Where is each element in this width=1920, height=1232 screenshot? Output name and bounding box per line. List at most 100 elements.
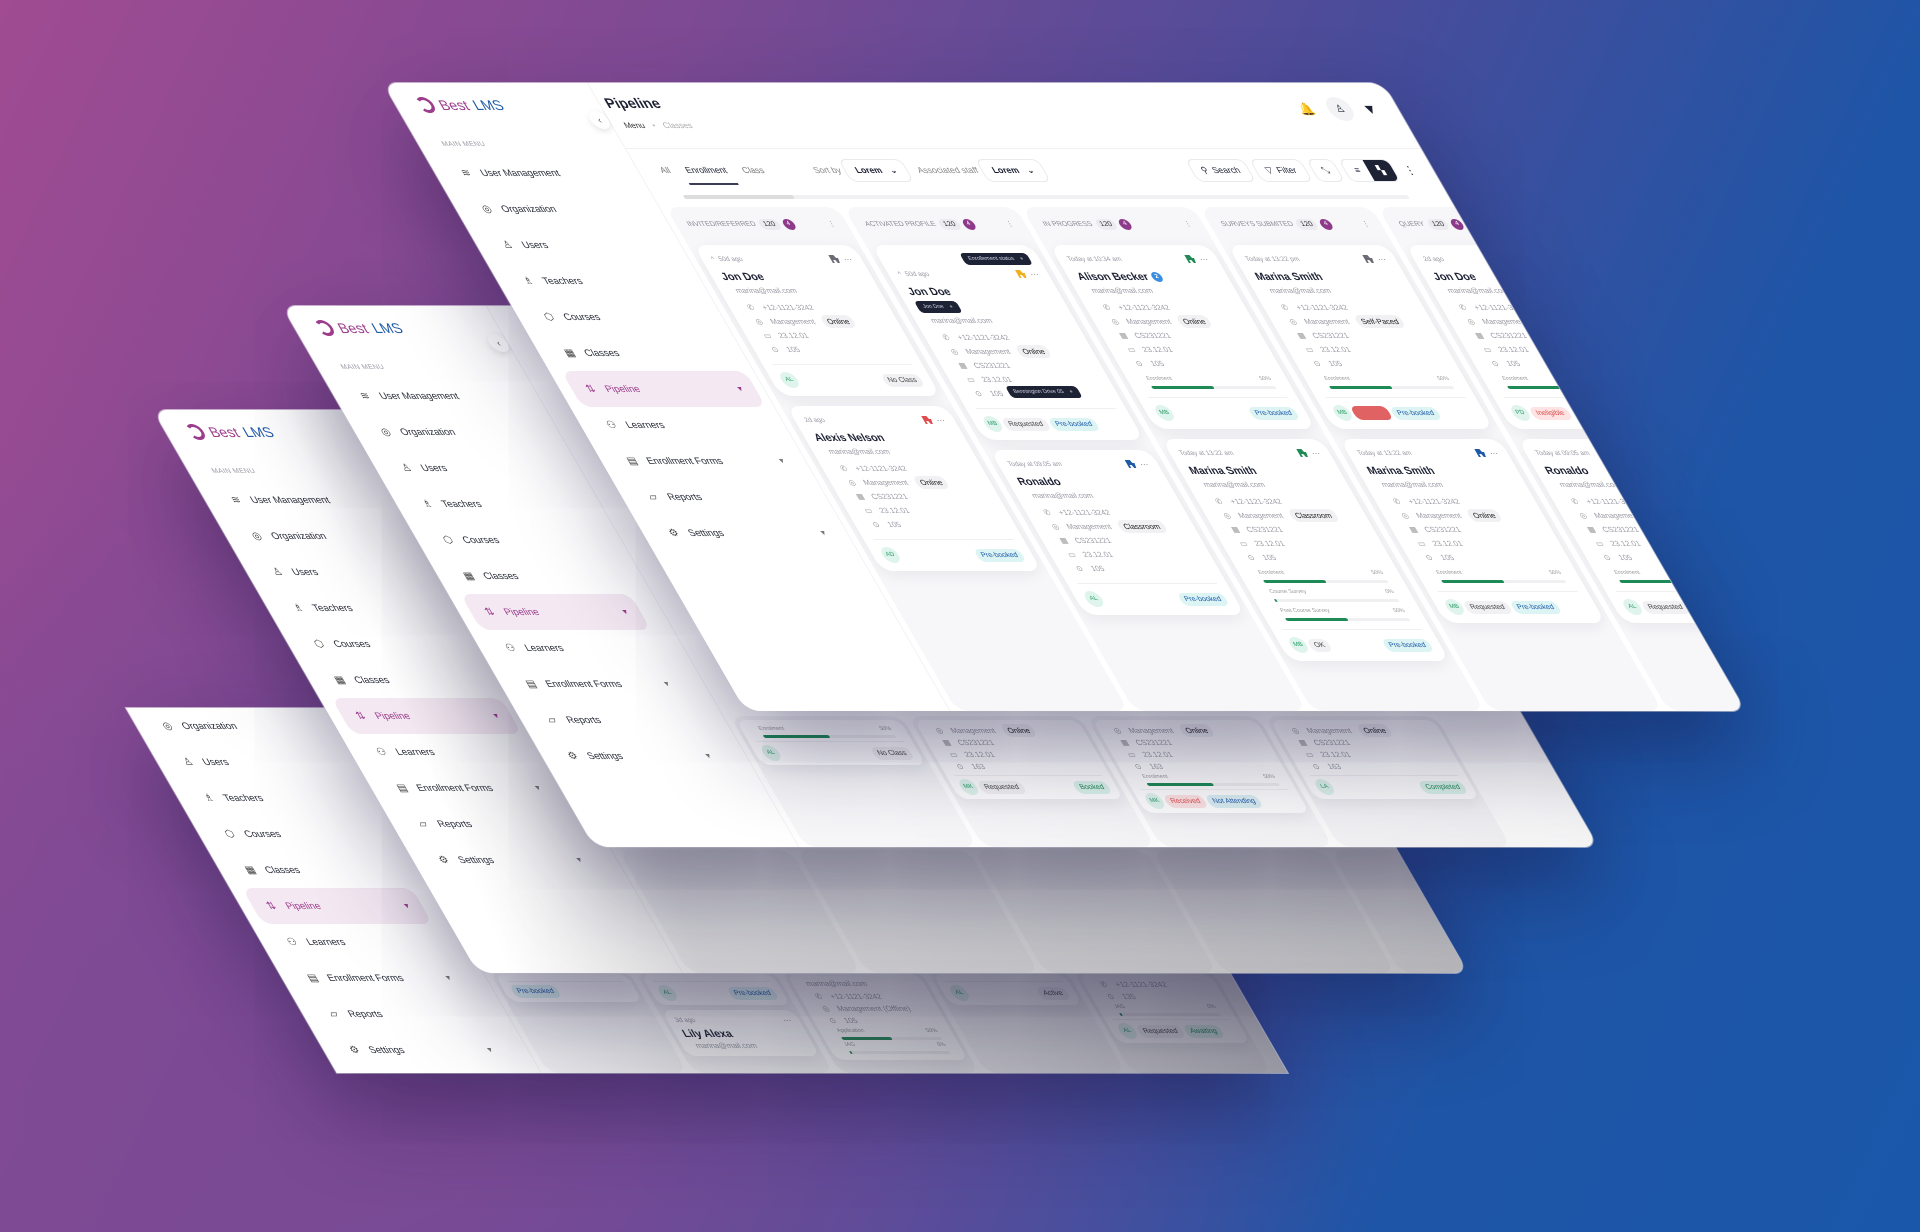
pipeline-card[interactable]: Today at 13:22 pm ⋯ Marina Smith marina@mai… [1227, 245, 1494, 429]
user-avatar-button[interactable]: ♙ [1321, 97, 1359, 121]
card-name[interactable]: Lily Alexa [680, 1028, 803, 1040]
pipeline-card[interactable]: Today at 13:22 am ⋯ Marina Smith marina@mai… [1339, 439, 1606, 623]
card-name[interactable]: Marina Smith [1187, 465, 1334, 477]
card-name[interactable]: Marina Smith [1365, 465, 1512, 477]
filter-button[interactable]: ▽ Filter [1248, 158, 1313, 182]
sidebar-item-enrollment-forms[interactable]: ▤ Enrollment Forms ▼ [373, 770, 564, 806]
sort-by-select[interactable]: Lorem ⌄ [837, 158, 915, 182]
chevron-down-icon[interactable]: ▾ [1361, 101, 1380, 118]
card-name[interactable]: Marina Smith [1253, 271, 1400, 283]
assignee-avatar[interactable]: PD [1507, 405, 1534, 421]
more-options-icon[interactable]: ⋯ [1375, 254, 1389, 264]
sidebar-item-learners[interactable]: ⚇ Learners [481, 630, 672, 666]
status-tag[interactable]: No Class [868, 746, 915, 760]
sidebar-item-pipeline[interactable]: ⇅ Pipeline ▼ [561, 371, 767, 407]
sidebar-item-users[interactable]: ♙ Users [377, 450, 568, 486]
pipeline-card[interactable]: ^ 50d ago ⋯ Jon Doe marina@mail.com ✆ +12-1121… [693, 245, 941, 396]
tab-class[interactable]: Class [739, 165, 767, 175]
sidebar-item-organization[interactable]: ◎ Organization [457, 191, 662, 227]
sidebar-item-enrollment-forms[interactable]: ▤ Enrollment Forms ▼ [603, 443, 808, 479]
status-tag[interactable]: Pre-booked [725, 986, 780, 1000]
assignee-avatar[interactable]: MK [956, 779, 982, 795]
status-tag[interactable]: Ineligible [1527, 406, 1573, 420]
assignee-avatar[interactable]: MK [1142, 793, 1168, 809]
flag-icon[interactable] [1183, 254, 1199, 264]
status-tag[interactable]: No Class [879, 373, 926, 387]
pipeline-card[interactable]: Today at 09:05 am ⋯ Ronaldo marina@mail.com… [989, 450, 1246, 615]
assignee-avatar[interactable]: AL [776, 372, 803, 388]
status-tag[interactable]: Pre-booked [1175, 592, 1230, 606]
sidebar-item-reports[interactable]: ▱ Reports [523, 702, 714, 738]
sidebar-item-reports[interactable]: ▱ Reports [624, 479, 829, 515]
card-name[interactable]: Ronaldo [1015, 476, 1162, 488]
sidebar-item-reports[interactable]: ▱ Reports [304, 996, 495, 1032]
assignee-avatar[interactable]: AL [758, 745, 784, 761]
status-tag[interactable]: Pre-booked [1380, 638, 1435, 652]
status-tag[interactable]: Completed [1417, 780, 1469, 794]
status-tag[interactable]: Requested [975, 780, 1028, 794]
sidebar-item-users[interactable]: ♙ Users [248, 554, 439, 590]
logo[interactable]: Best LMS [413, 97, 507, 113]
status-tag[interactable]: Requested [1000, 417, 1052, 431]
sidebar-item-teachers[interactable]: ♗ Teachers [499, 263, 704, 299]
sidebar-item-learners[interactable]: ⚇ Learners [263, 924, 454, 960]
more-options-icon[interactable]: ⋯ [1665, 448, 1679, 458]
sidebar-item-courses[interactable]: ⬡ Courses [290, 626, 481, 662]
sidebar-item-reports[interactable]: ▱ Reports [394, 806, 585, 842]
status-tag[interactable]: Awaiting [1181, 1024, 1226, 1038]
tab-all[interactable]: All [657, 165, 673, 175]
sidebar-item-enrollment-forms[interactable]: ▤ Enrollment Forms ▼ [502, 666, 693, 702]
assignee-avatar[interactable]: LA [1312, 779, 1338, 795]
status-tag[interactable]: Pre-booked [1246, 406, 1301, 420]
column-menu-icon[interactable]: ⋮ [1360, 221, 1372, 228]
sidebar-item-settings[interactable]: ⚙ Settings ▼ [325, 1032, 516, 1068]
assignee-avatar[interactable]: AL [1081, 591, 1107, 607]
card-name[interactable]: Jon Doe [905, 286, 1052, 298]
sidebar-item-courses[interactable]: ⬡ Courses [200, 816, 391, 852]
card-name[interactable]: Ronaldo [1543, 465, 1690, 477]
sidebar-item-teachers[interactable]: ♗ Teachers [180, 780, 371, 816]
sidebar-item-users[interactable]: ♙ Users [159, 744, 350, 780]
collapse-caret-icon[interactable]: ^ [709, 255, 717, 263]
status-tag[interactable]: Pre-booked [1508, 600, 1563, 614]
more-options-icon[interactable]: ⋯ [1027, 269, 1041, 279]
sidebar-item-pipeline[interactable]: ⇅ Pipeline ▼ [460, 594, 652, 630]
assignee-avatar[interactable]: AD [877, 547, 904, 563]
pipeline-card[interactable]: AL Pre-booked [640, 974, 791, 1005]
assignee-avatar[interactable]: AL [654, 985, 681, 1001]
flag-icon[interactable] [920, 415, 936, 425]
sidebar-item-classes[interactable]: ▦ Classes [221, 852, 412, 888]
tab-enrollment[interactable]: Enrollment [679, 159, 732, 181]
status-tag[interactable]: OK [1305, 638, 1334, 652]
status-tag[interactable] [1349, 406, 1394, 420]
bell-icon[interactable]: 🔔 [1294, 102, 1319, 116]
assignee-avatar[interactable]: MB [980, 416, 1006, 432]
column-menu-icon[interactable]: ⋮ [1004, 221, 1016, 228]
card-name[interactable]: Jon Doe [1431, 271, 1578, 283]
status-tag[interactable]: Booked [1071, 780, 1113, 794]
more-options-icon[interactable]: ⋯ [1553, 254, 1567, 264]
pipeline-card[interactable]: 3d ago ⋯ Lily Alexa marina@mail.com [661, 1010, 820, 1056]
more-options-icon[interactable]: ⋯ [1137, 459, 1151, 469]
associated-staff-select[interactable]: Lorem ⌄ [974, 158, 1052, 182]
pipeline-card[interactable]: Today at 13:22 am ⋯ Marina Smith marina@mai… [1161, 439, 1450, 661]
card-name[interactable]: Alexis Nelson [811, 432, 958, 444]
status-tag[interactable]: Active [1034, 986, 1072, 1000]
card-name[interactable]: Jon Doe [719, 271, 866, 283]
status-tag[interactable]: Not Attending [1204, 794, 1264, 808]
status-tag[interactable]: Pre-booked [1046, 417, 1101, 431]
sidebar-item-courses[interactable]: ⬡ Courses [419, 522, 610, 558]
sidebar-item-teachers[interactable]: ♗ Teachers [398, 486, 589, 522]
sidebar-item-user-management[interactable]: ≋ User Management [207, 482, 398, 518]
logo[interactable]: Best LMS [183, 424, 277, 440]
more-options-icon[interactable]: ⋯ [933, 415, 948, 425]
pipeline-card[interactable]: AL Active [932, 974, 1083, 1005]
status-tag[interactable]: Pre-booked [1388, 406, 1443, 420]
column-menu-icon[interactable]: ⋮ [1538, 221, 1550, 228]
column-menu-icon[interactable]: ⋮ [826, 221, 838, 228]
status-tag[interactable]: Requested [1134, 1024, 1187, 1038]
collapse-caret-icon[interactable]: ^ [896, 270, 904, 278]
pipeline-card[interactable]: Enrollement status ^50d ago ⋯ Jon Doe Jon Do… [871, 245, 1145, 440]
status-tag[interactable]: Pre-booked [508, 985, 563, 998]
pipeline-card[interactable]: Pre-booked [494, 974, 643, 1002]
